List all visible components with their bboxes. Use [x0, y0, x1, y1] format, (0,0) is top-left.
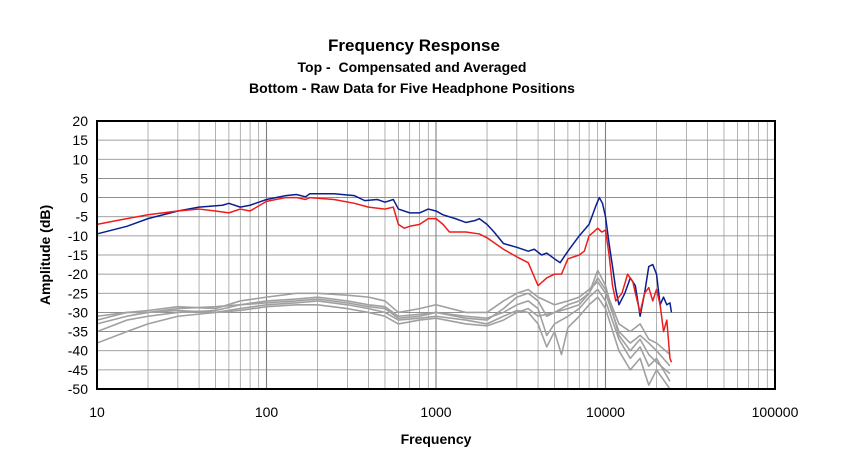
y-tick-label: -35 — [68, 324, 88, 340]
y-tick-label: 15 — [72, 132, 88, 148]
y-tick-label: -40 — [68, 343, 88, 359]
y-tick-label: -45 — [68, 362, 88, 378]
y-tick-label: -15 — [68, 247, 88, 263]
y-tick-label: 10 — [72, 151, 88, 167]
y-tick-label: -5 — [76, 209, 89, 225]
x-tick-labels: 10 100 1000 10000 100000 — [89, 404, 798, 420]
x-tick-label: 10 — [89, 404, 105, 420]
chart-title: Frequency Response — [328, 36, 500, 55]
y-tick-label: -25 — [68, 285, 88, 301]
raw-data-line — [96, 269, 671, 375]
x-axis-label: Frequency — [401, 431, 472, 447]
x-tick-label: 1000 — [420, 404, 451, 420]
y-tick-label: 0 — [80, 190, 88, 206]
y-tick-labels: 20 15 10 5 0 -5 -10 -15 -20 -25 -30 -35 -40 -45 -50 — [68, 113, 88, 397]
y-tick-label: 5 — [80, 170, 88, 186]
averaged-response-line — [96, 196, 673, 363]
raw-data-line — [96, 296, 671, 390]
raw-data-line — [96, 277, 671, 356]
y-tick-label: -30 — [68, 304, 88, 320]
x-tick-label: 100000 — [752, 404, 799, 420]
y-tick-label: -50 — [68, 381, 88, 397]
y-tick-label: 20 — [72, 113, 88, 129]
x-tick-label: 10000 — [586, 404, 625, 420]
y-tick-label: -20 — [68, 266, 88, 282]
y-tick-label: -10 — [68, 228, 88, 244]
x-tick-label: 100 — [255, 404, 279, 420]
plot-border — [96, 120, 776, 390]
chart-subtitle-top: Top - Compensated and Averaged — [298, 59, 527, 75]
series-group — [96, 192, 673, 390]
grid — [96, 120, 775, 390]
y-axis-label: Amplitude (dB) — [37, 205, 53, 305]
chart-subtitle-bottom: Bottom - Raw Data for Five Headphone Pos… — [249, 80, 575, 96]
